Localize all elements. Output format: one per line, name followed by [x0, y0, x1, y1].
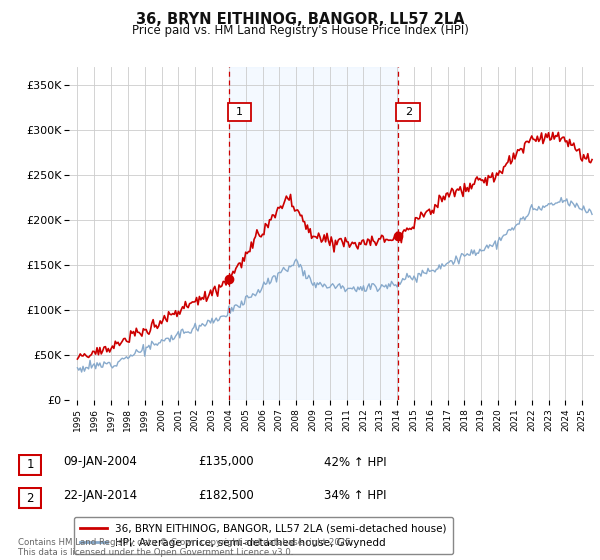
Text: 1: 1: [236, 107, 243, 117]
Text: £182,500: £182,500: [198, 489, 254, 502]
FancyBboxPatch shape: [227, 103, 251, 121]
Text: Contains HM Land Registry data © Crown copyright and database right 2025.
This d: Contains HM Land Registry data © Crown c…: [18, 538, 353, 557]
Text: £135,000: £135,000: [198, 455, 254, 469]
Text: 09-JAN-2004: 09-JAN-2004: [63, 455, 137, 469]
Text: 2: 2: [26, 492, 34, 505]
Text: 42% ↑ HPI: 42% ↑ HPI: [324, 455, 386, 469]
Text: 34% ↑ HPI: 34% ↑ HPI: [324, 489, 386, 502]
Text: 1: 1: [26, 458, 34, 472]
Text: 2: 2: [404, 107, 412, 117]
Text: Price paid vs. HM Land Registry's House Price Index (HPI): Price paid vs. HM Land Registry's House …: [131, 24, 469, 37]
Text: 22-JAN-2014: 22-JAN-2014: [63, 489, 137, 502]
Legend: 36, BRYN EITHINOG, BANGOR, LL57 2LA (semi-detached house), HPI: Average price, s: 36, BRYN EITHINOG, BANGOR, LL57 2LA (sem…: [74, 517, 452, 554]
Bar: [229, 67, 398, 400]
FancyBboxPatch shape: [397, 103, 420, 121]
Text: 36, BRYN EITHINOG, BANGOR, LL57 2LA: 36, BRYN EITHINOG, BANGOR, LL57 2LA: [136, 12, 464, 27]
